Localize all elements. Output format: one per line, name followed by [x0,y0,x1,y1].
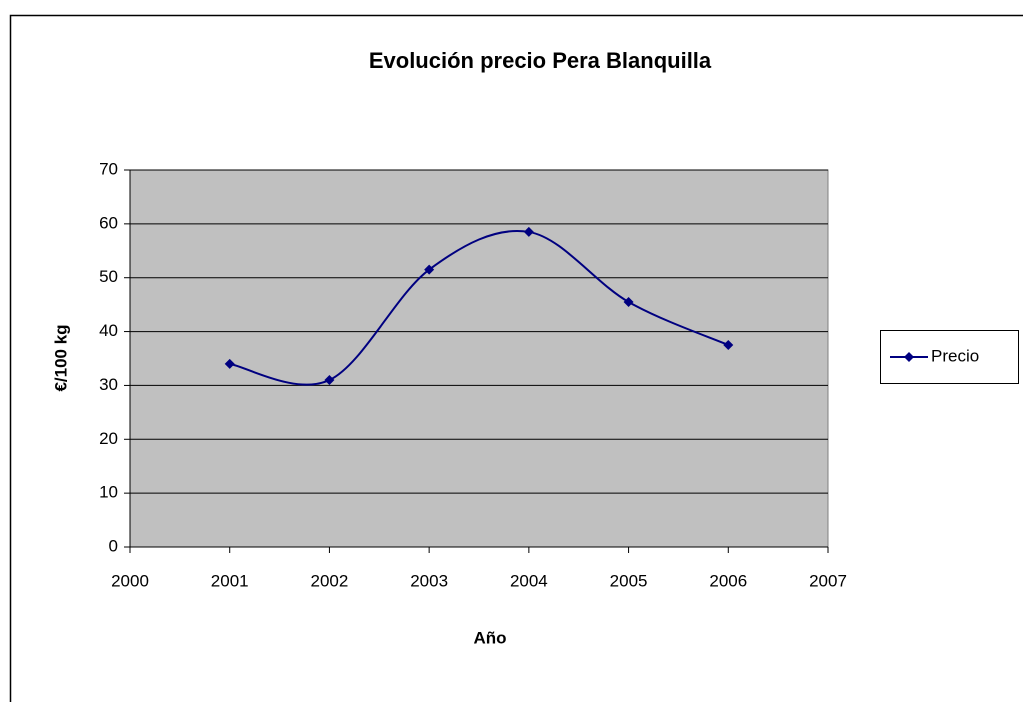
y-axis-label: €/100 kg [51,324,70,391]
legend-marker [904,352,914,362]
x-tick-label: 2006 [709,571,747,590]
marker [224,358,235,369]
marker [523,226,534,237]
y-tick-label: 20 [99,429,118,448]
series-line [229,230,729,386]
grid [124,169,829,553]
plot-area [129,169,829,548]
x-tick-label: 2007 [809,571,847,590]
y-tick-label: 30 [99,375,118,394]
y-tick-label: 0 [109,536,118,555]
x-tick-label: 2002 [311,571,349,590]
chart-title: Evolución precio Pera Blanquilla [369,48,712,73]
marks [224,226,734,386]
x-axis-label: Año [473,628,506,647]
marker [324,375,335,386]
y-tick-label: 60 [99,213,118,232]
x-tick-label: 2003 [410,571,448,590]
legend-label: Precio [931,346,979,365]
marker [723,340,734,351]
y-tick-label: 40 [99,321,118,340]
x-tick-label: 2004 [510,571,548,590]
x-tick-label: 2000 [111,571,149,590]
y-tick-label: 10 [99,483,118,502]
x-tick-label: 2001 [211,571,249,590]
marker [623,296,634,307]
y-tick-label: 70 [99,159,118,178]
x-tick-label: 2005 [610,571,648,590]
marker [424,264,435,275]
y-tick-label: 50 [99,267,118,286]
